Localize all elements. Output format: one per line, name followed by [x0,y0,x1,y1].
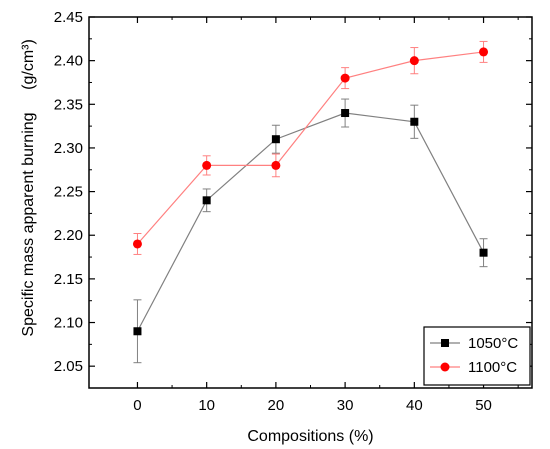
data-point [409,56,419,66]
legend-item-1: 1100°C [430,359,517,376]
y-axis-unit: (g/cm³) [20,39,37,90]
data-point [341,109,350,118]
y-tick-label: 2.20 [54,227,83,244]
x-tick-label: 10 [198,397,215,414]
series-line [137,51,484,245]
x-tick-label: 0 [133,397,141,414]
data-point [133,327,142,336]
data-point [132,239,142,249]
y-tick-label: 2.45 [54,9,83,26]
data-point [479,47,489,57]
data-point [202,196,211,205]
data-point [271,135,280,144]
data-point [271,160,281,170]
y-tick-label: 2.05 [54,358,83,375]
legend: 1050°C 1100°C [423,326,531,386]
x-axis-title: Compositions (%) [247,428,373,445]
y-tick-label: 2.25 [54,184,83,201]
plot-frame [88,16,533,389]
y-tick-label: 2.40 [54,53,83,70]
y-axis-title: Specific mass apparent burning [20,112,37,336]
ticks-layer: 0 10 20 30 40 50 2.05 2.10 2.15 2.20 2.25 2.30 2.35 2… [54,9,532,414]
legend-item-0: 1050°C [430,335,518,352]
x-tick-label: 50 [475,397,492,414]
x-tick-label: 30 [337,397,354,414]
series-line [136,112,485,332]
legend-items: 1050°C 1100°C [430,335,518,376]
data-point [340,73,350,83]
y-axis-title-group: Specific mass apparent burning (g/cm³) [20,39,37,336]
legend-label: 1050°C [468,335,518,352]
y-tick-label: 2.15 [54,271,83,288]
series-0 [133,98,488,364]
series-1 [132,40,489,255]
legend-box [423,326,531,386]
legend-marker [440,362,450,372]
y-tick-label: 2.30 [54,140,83,157]
legend-marker [441,339,449,347]
x-tick-label: 40 [406,397,423,414]
y-tick-label: 2.35 [54,96,83,113]
data-point [479,248,488,257]
data-point [410,117,419,126]
x-tick-label: 20 [268,397,285,414]
y-tick-label: 2.10 [54,315,83,332]
series-layer [132,40,489,364]
data-point [202,160,212,170]
legend-label: 1100°C [468,359,517,376]
